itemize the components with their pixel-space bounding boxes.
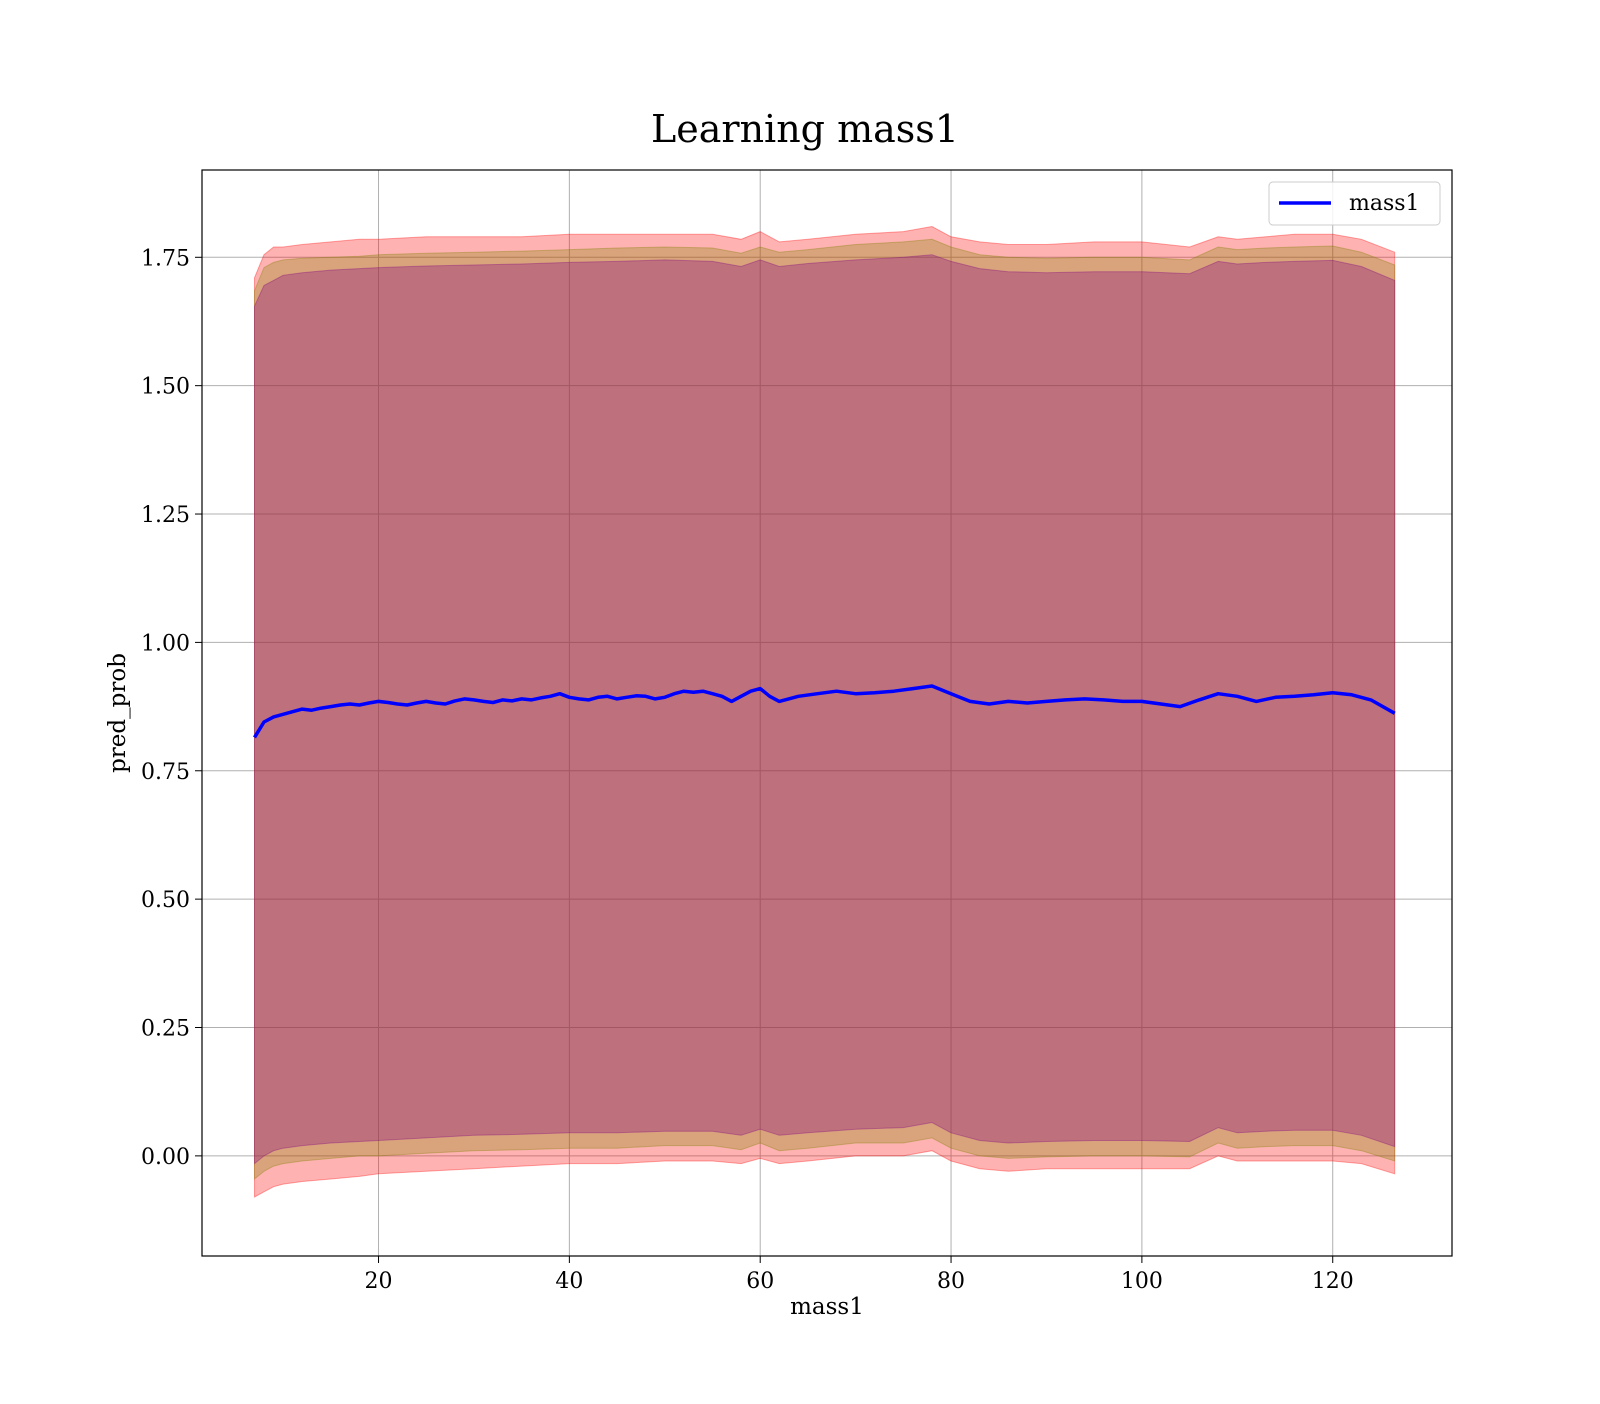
confidence-band-1 — [254, 238, 1396, 1181]
y-tick-label: 1.75 — [141, 246, 190, 271]
confidence-band-2 — [254, 254, 1396, 1165]
y-tick-label: 0.00 — [141, 1145, 190, 1170]
confidence-band-0 — [254, 225, 1396, 1198]
y-tick-label: 1.50 — [141, 375, 190, 400]
x-tick-label: 40 — [555, 1269, 583, 1294]
x-tick-label: 60 — [746, 1269, 774, 1294]
y-tick-label: 0.75 — [141, 760, 190, 785]
y-tick-label: 0.50 — [141, 888, 190, 913]
y-tick-label: 1.00 — [141, 631, 190, 656]
x-tick-label: 120 — [1312, 1269, 1354, 1294]
plot-frame — [201, 169, 1453, 1257]
x-axis-label: mass1 — [790, 1294, 864, 1320]
confidence-bands — [254, 225, 1396, 1198]
legend-label: mass1 — [1349, 191, 1420, 216]
grid — [202, 170, 1452, 1256]
x-axis-ticks: 20 40 60 80 100 120 — [365, 1256, 1354, 1294]
x-tick-label: 100 — [1121, 1269, 1163, 1294]
y-axis-label: pred_prob — [105, 653, 131, 773]
legend: mass1 — [1268, 181, 1441, 226]
y-tick-label: 1.25 — [141, 503, 190, 528]
legend-box — [1268, 181, 1441, 226]
x-tick-label: 80 — [937, 1269, 965, 1294]
y-tick-label: 0.25 — [141, 1017, 190, 1042]
chart-title: Learning mass1 — [651, 107, 959, 151]
series-lines — [253, 684, 1396, 739]
series-line-0 — [253, 684, 1396, 739]
x-tick-label: 20 — [365, 1269, 393, 1294]
y-axis-ticks: 0.00 0.25 0.50 0.75 1.00 1.25 1.50 1.75 — [141, 246, 202, 1170]
